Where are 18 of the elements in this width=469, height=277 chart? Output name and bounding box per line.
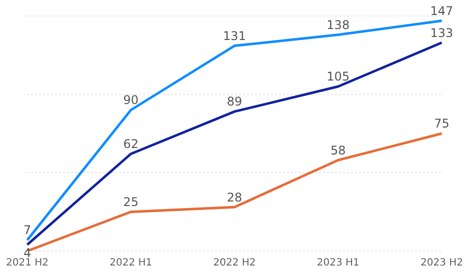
data-label: 131 xyxy=(223,28,246,43)
data-label: 62 xyxy=(123,136,139,151)
data-label: 25 xyxy=(123,194,139,209)
data-label: 90 xyxy=(123,93,139,108)
x-tick-label: 2023 H1 xyxy=(316,258,360,269)
x-tick-label: 2021 H2 xyxy=(6,258,49,269)
x-tick-label: 2023 H2 xyxy=(420,258,464,269)
data-label: 105 xyxy=(326,70,350,84)
x-tick-label: 2022 H2 xyxy=(213,258,256,269)
data-label: 7 xyxy=(23,223,32,238)
data-label: 28 xyxy=(226,190,242,204)
data-label: 58 xyxy=(330,143,346,158)
data-label: 138 xyxy=(326,18,350,32)
data-label: 75 xyxy=(434,116,450,131)
data-label: 147 xyxy=(430,4,454,18)
data-label: 133 xyxy=(430,26,454,40)
x-tick-label: 2022 H1 xyxy=(110,258,152,269)
data-label: 89 xyxy=(226,94,242,109)
